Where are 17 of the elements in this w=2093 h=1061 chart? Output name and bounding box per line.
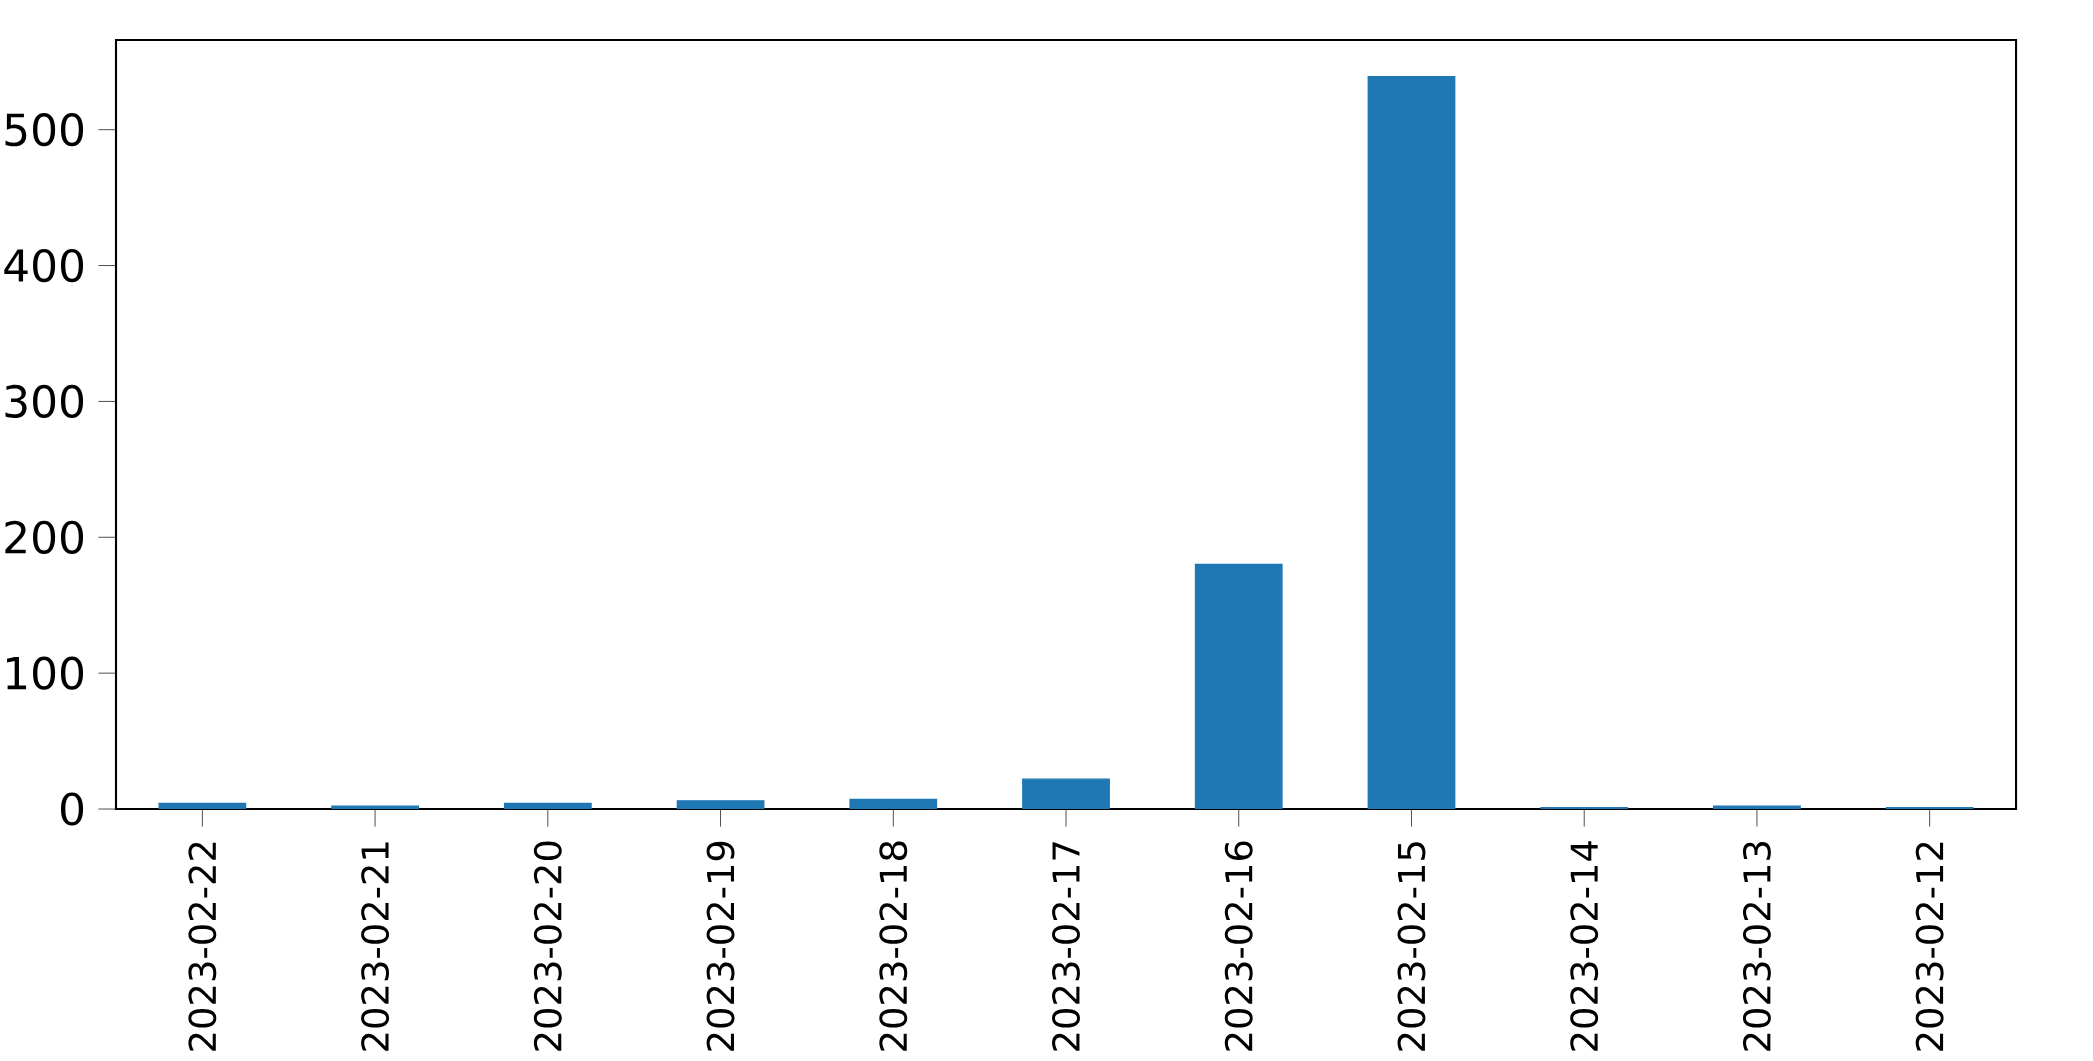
- x-tick-label: 2023-02-18: [879, 841, 908, 1051]
- x-tick-label: 2023-02-22: [188, 842, 217, 1051]
- y-tick-label: 200: [5, 520, 84, 554]
- y-tick-label: 400: [4, 248, 84, 283]
- x-tick-label: 2023-02-17: [1052, 842, 1080, 1051]
- x-tick-label: 2023-02-16: [1224, 841, 1253, 1051]
- x-tick-label: 2023-02-14: [1570, 841, 1599, 1051]
- x-tick-label: 2023-02-20: [533, 841, 562, 1051]
- y-tick-label: 300: [5, 384, 84, 419]
- x-tick-label: 2023-02-12: [1915, 842, 1944, 1051]
- y-tick-label: 100: [7, 656, 84, 690]
- y-tick-label: 0: [60, 792, 84, 826]
- y-tick-label: 500: [5, 113, 84, 147]
- x-tick-label: 2023-02-13: [1742, 842, 1771, 1051]
- x-tick-label: 2023-02-15: [1397, 842, 1426, 1051]
- x-tick-label: 2023-02-19: [706, 841, 735, 1051]
- x-tick-label: 2023-02-21: [361, 842, 390, 1051]
